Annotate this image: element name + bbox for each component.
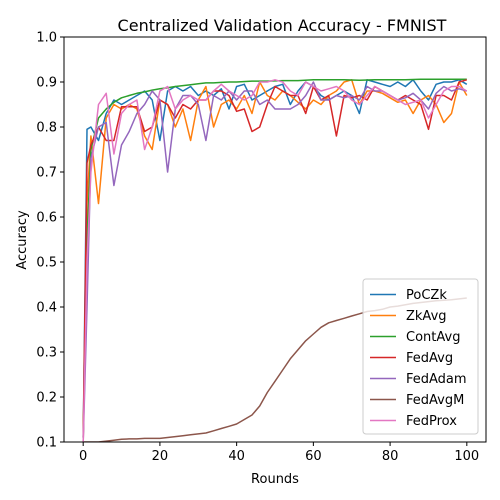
x-tick-label: 20 bbox=[152, 449, 169, 464]
x-tick-label: 0 bbox=[79, 449, 87, 464]
x-axis: 0 20 40 60 80 100 bbox=[79, 442, 479, 464]
axes-frame bbox=[63, 36, 487, 443]
y-tick-label: 0.8 bbox=[36, 121, 57, 136]
y-tick-label: 0.7 bbox=[36, 166, 57, 181]
legend-box bbox=[362, 278, 479, 435]
y-tick-label: 0.3 bbox=[36, 346, 57, 361]
x-tick-label: 80 bbox=[382, 449, 399, 464]
x-tick-label: 60 bbox=[305, 449, 322, 464]
legend: PoCZk ZkAvg ContAvg FedAvg FedAdam FedAvgM Fed… bbox=[362, 278, 479, 435]
series-line-fedprox bbox=[82, 79, 468, 442]
legend-label-poczk: PoCZk bbox=[406, 288, 447, 303]
legend-label-fedavg: FedAvg bbox=[406, 351, 453, 366]
y-tick-label: 0.6 bbox=[36, 211, 57, 226]
legend-label-fedavgm: FedAvgM bbox=[406, 393, 464, 408]
y-tick-label: 0.9 bbox=[36, 76, 57, 91]
x-tick-label: 100 bbox=[454, 449, 479, 464]
y-axis-label: Accuracy bbox=[15, 210, 30, 270]
plot-area bbox=[82, 78, 468, 442]
y-axis: 0.1 0.2 0.3 0.4 0.5 0.6 0.7 0.8 0.9 1.0 bbox=[36, 31, 64, 451]
series-line-contavg bbox=[82, 78, 467, 438]
y-tick-label: 0.1 bbox=[36, 436, 57, 451]
legend-label-fedadam: FedAdam bbox=[406, 372, 467, 387]
chart-title: Centralized Validation Accuracy - FMNIST bbox=[118, 16, 447, 35]
legend-label-fedprox: FedProx bbox=[406, 414, 457, 429]
legend-label-contavg: ContAvg bbox=[406, 330, 460, 345]
y-tick-label: 1.0 bbox=[36, 31, 57, 46]
y-tick-label: 0.4 bbox=[36, 301, 57, 316]
x-tick-label: 40 bbox=[228, 449, 245, 464]
y-tick-label: 0.5 bbox=[36, 256, 57, 271]
series-line-fedadam bbox=[82, 81, 468, 442]
series-line-fedavg bbox=[82, 79, 468, 438]
x-axis-label: Rounds bbox=[251, 472, 299, 487]
legend-label-zkavg: ZkAvg bbox=[406, 309, 447, 324]
y-tick-label: 0.2 bbox=[36, 391, 57, 406]
